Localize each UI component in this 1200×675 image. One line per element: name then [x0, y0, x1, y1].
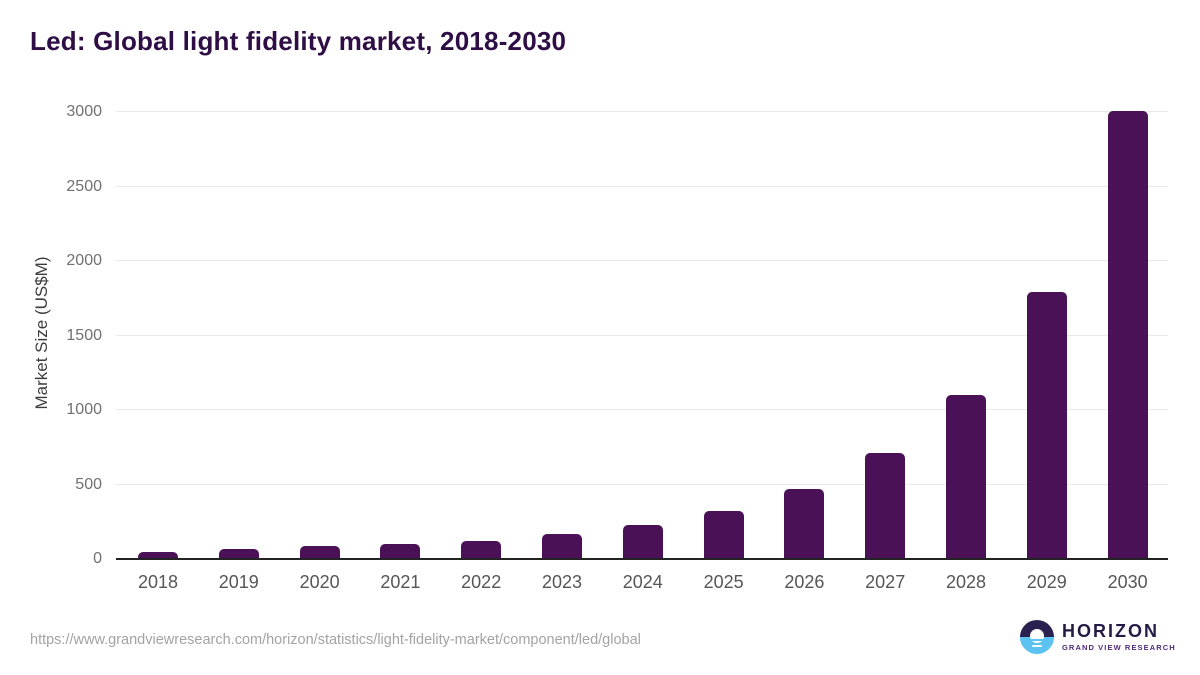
- x-tick-2029: 2029: [1026, 572, 1067, 592]
- bar-2021: [380, 544, 421, 559]
- x-tick-2028: 2028: [945, 572, 987, 592]
- bar-2020: [299, 546, 340, 559]
- plot-area: [116, 110, 1168, 559]
- x-tick-2027: 2027: [865, 572, 906, 592]
- source-url: https://www.grandviewresearch.com/horizo…: [30, 632, 641, 648]
- x-tick-2022: 2022: [461, 572, 502, 592]
- sun-horizon-icon: [1020, 620, 1054, 654]
- chart-title: Led: Global light fidelity market, 2018-…: [30, 26, 567, 56]
- gridline-2500: [116, 185, 1168, 187]
- gridline-1000: [116, 409, 1168, 410]
- x-axis-line: [116, 558, 1168, 560]
- bar-2026: [784, 488, 825, 559]
- bar-2027: [865, 453, 906, 559]
- logo-text: HORIZON GRAND VIEW RESEARCH: [1062, 621, 1176, 653]
- y-tick-1500: 1500: [66, 326, 102, 344]
- y-tick-3000: 3000: [66, 103, 102, 120]
- bar-2024: [622, 525, 663, 559]
- x-tick-2030: 2030: [1107, 572, 1148, 592]
- gridline-500: [116, 483, 1168, 485]
- logo-title: HORIZON: [1062, 621, 1159, 641]
- x-tick-2024: 2024: [622, 572, 663, 592]
- bar-2018: [138, 552, 178, 559]
- bar-2028: [946, 395, 986, 559]
- y-tick-2000: 2000: [66, 252, 102, 269]
- bar-2023: [542, 533, 582, 559]
- x-tick-2020: 2020: [299, 572, 340, 592]
- horizon-line: [1020, 639, 1054, 641]
- gridline-1500: [116, 334, 1168, 336]
- y-tick-2500: 2500: [66, 177, 102, 195]
- logo-subtitle: GRAND VIEW RESEARCH: [1062, 643, 1176, 652]
- y-tick-500: 500: [75, 475, 102, 493]
- x-tick-2026: 2026: [784, 572, 825, 592]
- horizon-logo: HORIZON GRAND VIEW RESEARCH: [1020, 620, 1176, 654]
- bar-2029: [1026, 292, 1067, 559]
- x-tick-2021: 2021: [380, 572, 421, 592]
- gridline-2000: [116, 260, 1168, 261]
- sun-reflection: [1032, 645, 1042, 647]
- x-tick-2025: 2025: [703, 572, 744, 592]
- y-tick-0: 0: [93, 550, 102, 567]
- bar-2022: [461, 541, 502, 559]
- horizon-line-2: [1020, 643, 1054, 645]
- bar-2030: [1107, 110, 1148, 559]
- x-tick-2018: 2018: [137, 572, 179, 592]
- bar-2019: [218, 548, 259, 559]
- bar-2025: [703, 511, 744, 559]
- gridline-3000: [116, 111, 1168, 112]
- x-tick-2019: 2019: [218, 572, 259, 592]
- x-tick-2023: 2023: [541, 572, 583, 592]
- y-tick-1000: 1000: [66, 401, 102, 418]
